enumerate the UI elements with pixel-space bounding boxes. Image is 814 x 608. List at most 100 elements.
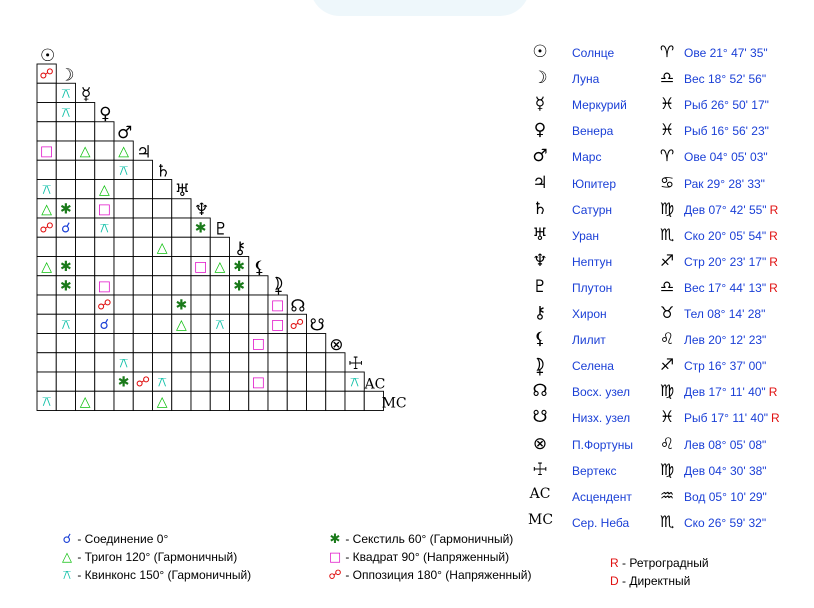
grid-cell bbox=[55, 294, 76, 315]
aspect-mark: ☍ bbox=[40, 221, 54, 237]
planet-glyph-icon: ♄ bbox=[532, 198, 548, 219]
planet-row: ⯝ Селена ♐ Стр 16° 37' 00" bbox=[528, 353, 814, 379]
planet-glyph-icon: ♅ bbox=[532, 224, 548, 245]
grid-planet-glyph: ⊗ bbox=[329, 335, 343, 355]
aspect-mark: ⚻ bbox=[61, 317, 70, 333]
grid-cell bbox=[286, 352, 307, 373]
planet-row: ♅ Уран ♏ Ско 20° 05' 54" R bbox=[528, 223, 814, 249]
planet-glyph-icon: ☊ bbox=[532, 381, 548, 402]
planet-row: ☩ Вертекс ♍ Дев 04° 30' 38" bbox=[528, 458, 814, 484]
zodiac-sign-icon: ♈ bbox=[659, 42, 675, 61]
grid-planet-glyph: ☊ bbox=[290, 296, 305, 316]
aspect-mark: ⚻ bbox=[61, 105, 70, 121]
planet-name: Вертекс bbox=[572, 463, 617, 478]
planet-glyph-icon: ♆ bbox=[532, 250, 548, 271]
grid-cell bbox=[171, 390, 192, 411]
aspect-mark: ⚻ bbox=[119, 355, 128, 371]
grid-cell bbox=[171, 256, 192, 277]
aspect-mark: ✱ bbox=[60, 278, 72, 294]
planet-row: ♄ Сатурн ♍ Дев 07° 42' 55" R bbox=[528, 197, 814, 223]
grid-cell bbox=[132, 256, 153, 277]
aspect-mark: △ bbox=[99, 182, 110, 198]
grid-cell bbox=[94, 121, 115, 142]
grid-cell bbox=[75, 198, 96, 219]
zodiac-sign-icon: ♐ bbox=[659, 250, 675, 270]
grid-planet-glyph: ☉ bbox=[40, 46, 55, 66]
planet-position: Ове 21° 47' 35" bbox=[684, 46, 768, 60]
grid-cell bbox=[344, 390, 365, 411]
grid-planet-glyph: ♀ bbox=[99, 104, 111, 124]
planet-position: Дев 04° 30' 38" bbox=[684, 463, 767, 478]
planet-position: Лев 20° 12' 23" bbox=[684, 333, 767, 348]
planet-glyph-icon: ⯝ bbox=[534, 358, 546, 379]
planet-glyph-icon: ⊗ bbox=[532, 433, 548, 454]
planet-row: ♇ Плутон ♎ Вес 17° 44' 13" R bbox=[528, 275, 814, 301]
retrograde-flag: R bbox=[768, 385, 778, 400]
grid-planet-glyph: ⚸ bbox=[253, 258, 265, 278]
grid-cell bbox=[171, 275, 192, 296]
aspect-mark: □ bbox=[271, 298, 284, 314]
grid-cell bbox=[75, 333, 96, 354]
grid-cell bbox=[325, 352, 346, 373]
planet-name: Хирон bbox=[572, 307, 607, 321]
grid-cell bbox=[55, 140, 76, 161]
aspect-mark: ⚻ bbox=[61, 86, 70, 102]
aspect-mark: ✱ bbox=[233, 278, 245, 294]
grid-cell bbox=[36, 82, 57, 103]
grid-cell bbox=[229, 390, 250, 411]
planet-name: Венера bbox=[572, 124, 614, 139]
grid-planet-glyph: ☽ bbox=[59, 65, 74, 85]
grid-cell bbox=[152, 352, 173, 373]
zodiac-sign-icon: ♏ bbox=[659, 511, 675, 531]
grid-cell bbox=[55, 159, 76, 180]
grid-cell bbox=[209, 333, 230, 354]
planet-name: Юпитер bbox=[572, 176, 617, 191]
aspect-mark: ✱ bbox=[60, 201, 72, 217]
grid-cell bbox=[171, 198, 192, 219]
grid-cell bbox=[94, 236, 115, 257]
grid-cell bbox=[75, 236, 96, 257]
planet-position: Рак 29° 28' 33" bbox=[684, 176, 765, 191]
planet-name: Сатурн bbox=[572, 202, 613, 217]
grid-cell bbox=[55, 179, 76, 200]
grid-cell bbox=[248, 390, 269, 411]
grid-cell bbox=[113, 217, 134, 238]
grid-cell bbox=[55, 236, 76, 257]
planet-position: Вес 18° 52' 56" bbox=[684, 72, 767, 87]
zodiac-sign-icon: ♍ bbox=[659, 381, 675, 401]
grid-cell bbox=[248, 352, 269, 373]
planet-name: Луна bbox=[572, 72, 600, 87]
planet-row: ♃ Юпитер ♋ Рак 29° 28' 33" bbox=[528, 171, 814, 197]
retrograde-flag: R bbox=[769, 280, 778, 295]
grid-planet-glyph: ♄ bbox=[156, 162, 171, 182]
grid-cell bbox=[267, 352, 288, 373]
grid-cell bbox=[132, 313, 153, 334]
grid-cell bbox=[75, 217, 96, 238]
grid-cell bbox=[132, 217, 153, 238]
aspect-mark: △ bbox=[41, 201, 52, 217]
aspect-legend: ☌ - Соединение 0° △ - Тригон 120° (Гармо… bbox=[0, 528, 814, 608]
aspect-mark: □ bbox=[98, 278, 111, 294]
grid-cell bbox=[132, 179, 153, 200]
grid-cell bbox=[152, 179, 173, 200]
grid-cell bbox=[190, 294, 211, 315]
grid-cell bbox=[75, 159, 96, 180]
retrograde-flag: R bbox=[771, 411, 780, 426]
grid-cell bbox=[171, 217, 192, 238]
grid-cell bbox=[171, 333, 192, 354]
aspect-mark: □ bbox=[98, 201, 111, 217]
square-icon: □ bbox=[328, 550, 342, 565]
grid-cell bbox=[209, 371, 230, 392]
grid-cell bbox=[229, 352, 250, 373]
grid-cell bbox=[75, 371, 96, 392]
planet-glyph-icon: ☿ bbox=[534, 94, 546, 115]
grid-cell bbox=[306, 352, 327, 373]
planet-row: AC Асцендент ♒ Вод 05° 10' 29" bbox=[528, 484, 814, 510]
grid-cell bbox=[132, 236, 153, 257]
grid-cell bbox=[113, 179, 134, 200]
grid-cell bbox=[171, 371, 192, 392]
planet-row: ♂ Марс ♈ Ове 04° 05' 03" bbox=[528, 144, 814, 170]
grid-cell bbox=[36, 159, 57, 180]
grid-cell bbox=[113, 313, 134, 334]
aspect-mark: ⚻ bbox=[42, 394, 51, 410]
